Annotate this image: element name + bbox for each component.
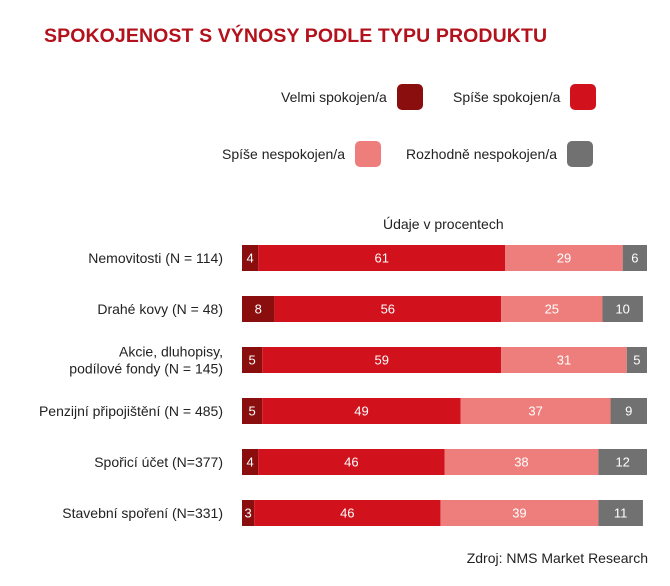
category-label: Stavební spoření (N=331) — [62, 505, 223, 521]
data-label: 56 — [381, 302, 395, 317]
data-label: 37 — [528, 404, 542, 419]
data-label: 38 — [514, 455, 528, 470]
data-label: 12 — [615, 455, 629, 470]
bar-segment — [242, 449, 259, 475]
bar-segment — [598, 500, 643, 526]
bar-segment — [440, 500, 599, 526]
bar-segment — [242, 398, 263, 424]
bar-segment — [262, 347, 502, 373]
bar-segment — [598, 449, 647, 475]
data-label: 4 — [246, 251, 253, 266]
data-label: 10 — [615, 302, 629, 317]
category-label: Akcie, dluhopisy, podílové fondy (N = 145… — [69, 344, 223, 377]
data-label: 31 — [557, 353, 571, 368]
bar-segment — [505, 245, 623, 271]
bar-segment — [460, 398, 611, 424]
bar-segment — [262, 398, 461, 424]
data-label: 49 — [354, 404, 368, 419]
data-label: 46 — [340, 506, 354, 521]
legend-item-rozhodne-nespokojen: Rozhodně nespokojen/a — [406, 141, 594, 167]
bar-segment — [602, 296, 643, 322]
legend-item-spise-spokojen: Spíše spokojen/a — [453, 84, 597, 110]
data-label: 3 — [244, 506, 251, 521]
data-label: 5 — [249, 353, 256, 368]
bar-segment — [610, 398, 647, 424]
data-label: 8 — [255, 302, 262, 317]
bar-segment — [254, 500, 441, 526]
legend-swatch — [354, 141, 381, 167]
data-label: 9 — [625, 404, 632, 419]
bar-segment — [242, 296, 275, 322]
bar-segment — [622, 245, 647, 271]
bar-segment — [274, 296, 502, 322]
bar-segment — [501, 296, 603, 322]
bar-segment — [258, 449, 445, 475]
legend-item-velmi-spokojen: Velmi spokojen/a — [281, 84, 423, 110]
legend-label: Velmi spokojen/a — [281, 89, 387, 105]
data-label: 29 — [557, 251, 571, 266]
bar-segment — [242, 500, 255, 526]
category-label: Penzijní připojištění (N = 485) — [39, 403, 223, 419]
bar-segment — [501, 347, 627, 373]
legend-swatch — [570, 84, 597, 110]
bar-segment — [242, 245, 259, 271]
category-label: Nemovitosti (N = 114) — [88, 250, 223, 266]
data-label: 61 — [374, 251, 388, 266]
data-label: 39 — [512, 506, 526, 521]
legend-label: Spíše spokojen/a — [453, 89, 561, 105]
legend-swatch — [396, 84, 423, 110]
legend-label: Spíše nespokojen/a — [222, 146, 345, 162]
bar-segment — [626, 347, 647, 373]
data-label: 46 — [344, 455, 358, 470]
category-label: Drahé kovy (N = 48) — [97, 301, 223, 317]
legend-swatch — [567, 141, 594, 167]
data-label: 11 — [614, 506, 628, 521]
data-label: 5 — [249, 404, 256, 419]
data-label: 6 — [631, 251, 638, 266]
legend-item-spise-nespokojen: Spíše nespokojen/a — [222, 141, 381, 167]
data-label: 4 — [246, 455, 253, 470]
bar-segment — [444, 449, 599, 475]
data-label: 25 — [545, 302, 559, 317]
unit-note: Údaje v procentech — [383, 216, 504, 232]
source-note: Zdroj: NMS Market Research — [466, 550, 648, 566]
data-label: 5 — [633, 353, 640, 368]
bar-segment — [258, 245, 506, 271]
bar-segment — [242, 347, 263, 373]
legend-label: Rozhodně nespokojen/a — [406, 146, 558, 162]
data-label: 59 — [374, 353, 388, 368]
chart-title: SPOKOJENOST S VÝNOSY PODLE TYPU PRODUKTU — [44, 25, 548, 47]
category-label: Spořicí účet (N=377) — [94, 454, 223, 470]
